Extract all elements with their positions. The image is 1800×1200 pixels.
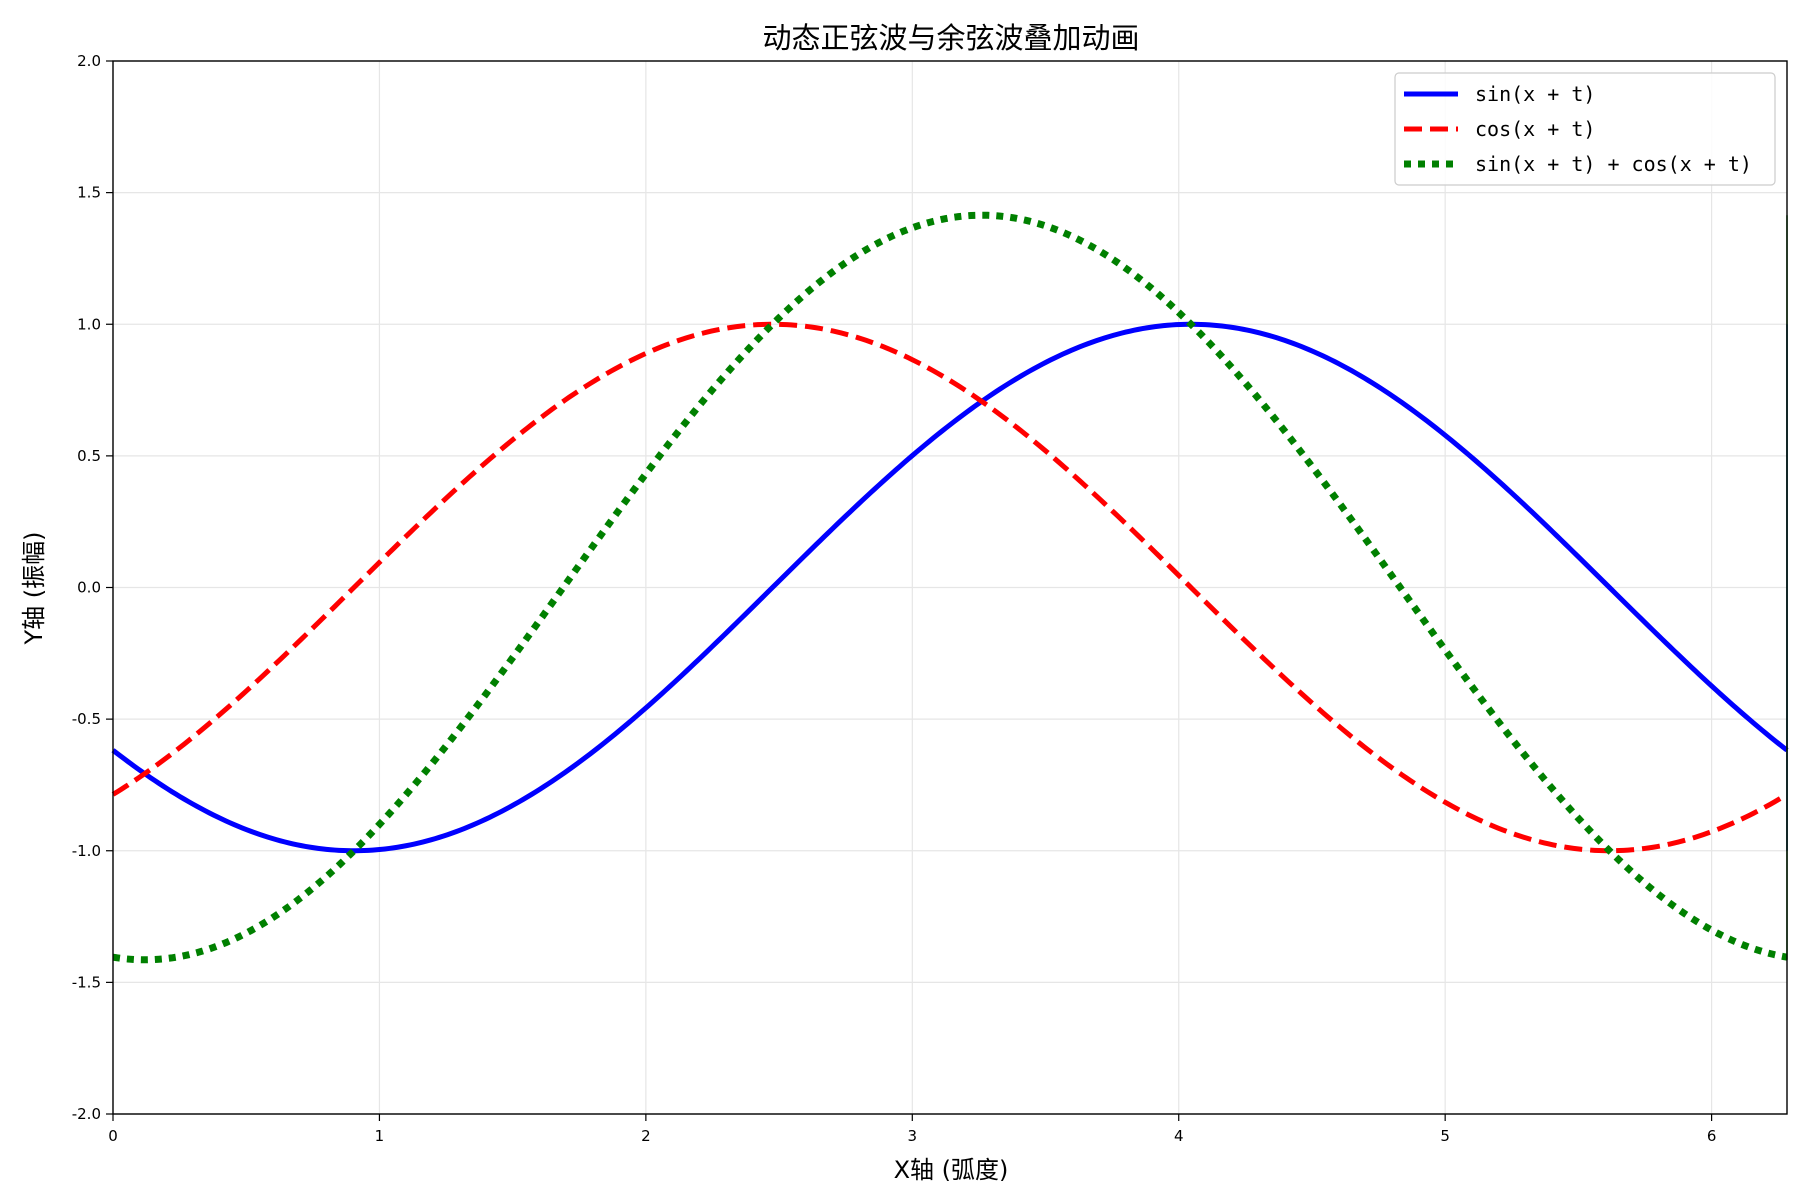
x-tick-label: 0 [108, 1127, 118, 1145]
y-tick-label: -2.0 [72, 1105, 101, 1123]
x-tick-label: 6 [1707, 1127, 1717, 1145]
legend: sin(x + t) cos(x + t) sin(x + t) + cos(x… [1394, 72, 1776, 186]
y-tick-label: 1.5 [77, 184, 101, 202]
y-tick-label: -1.5 [72, 973, 101, 991]
y-tick-label: 2.0 [77, 52, 101, 70]
y-tick-label: 0.0 [77, 579, 101, 597]
legend-box [1394, 72, 1776, 186]
y-tick-label: 1.0 [77, 315, 101, 333]
series-line-1 [111, 321, 1789, 854]
x-tick-label: 1 [375, 1127, 385, 1145]
y-axis: -2.0 -1.5 -1.0 -0.5 0.0 0.5 1.0 1.5 2.0 [72, 52, 113, 1123]
x-axis: 0 1 2 3 4 5 6 [108, 1114, 1716, 1145]
y-tick-label: 0.5 [77, 447, 101, 465]
legend-label-sin: sin(x + t) [1475, 82, 1595, 106]
legend-label-sum: sin(x + t) + cos(x + t) [1475, 152, 1752, 176]
x-tick-label: 4 [1174, 1127, 1184, 1145]
x-tick-label: 5 [1440, 1127, 1450, 1145]
x-tick-label: 2 [641, 1127, 651, 1145]
x-tick-label: 3 [908, 1127, 918, 1145]
x-axis-title: X轴 (弧度) [894, 1156, 1009, 1184]
y-tick-label: -1.0 [72, 842, 101, 860]
y-axis-title: Y轴 (振幅) [20, 531, 48, 645]
chart-title: 动态正弦波与余弦波叠加动画 [762, 21, 1139, 55]
series-line-2 [112, 211, 1788, 964]
legend-label-cos: cos(x + t) [1475, 117, 1595, 141]
y-tick-label: -0.5 [72, 710, 101, 728]
series-line-0 [111, 321, 1789, 854]
